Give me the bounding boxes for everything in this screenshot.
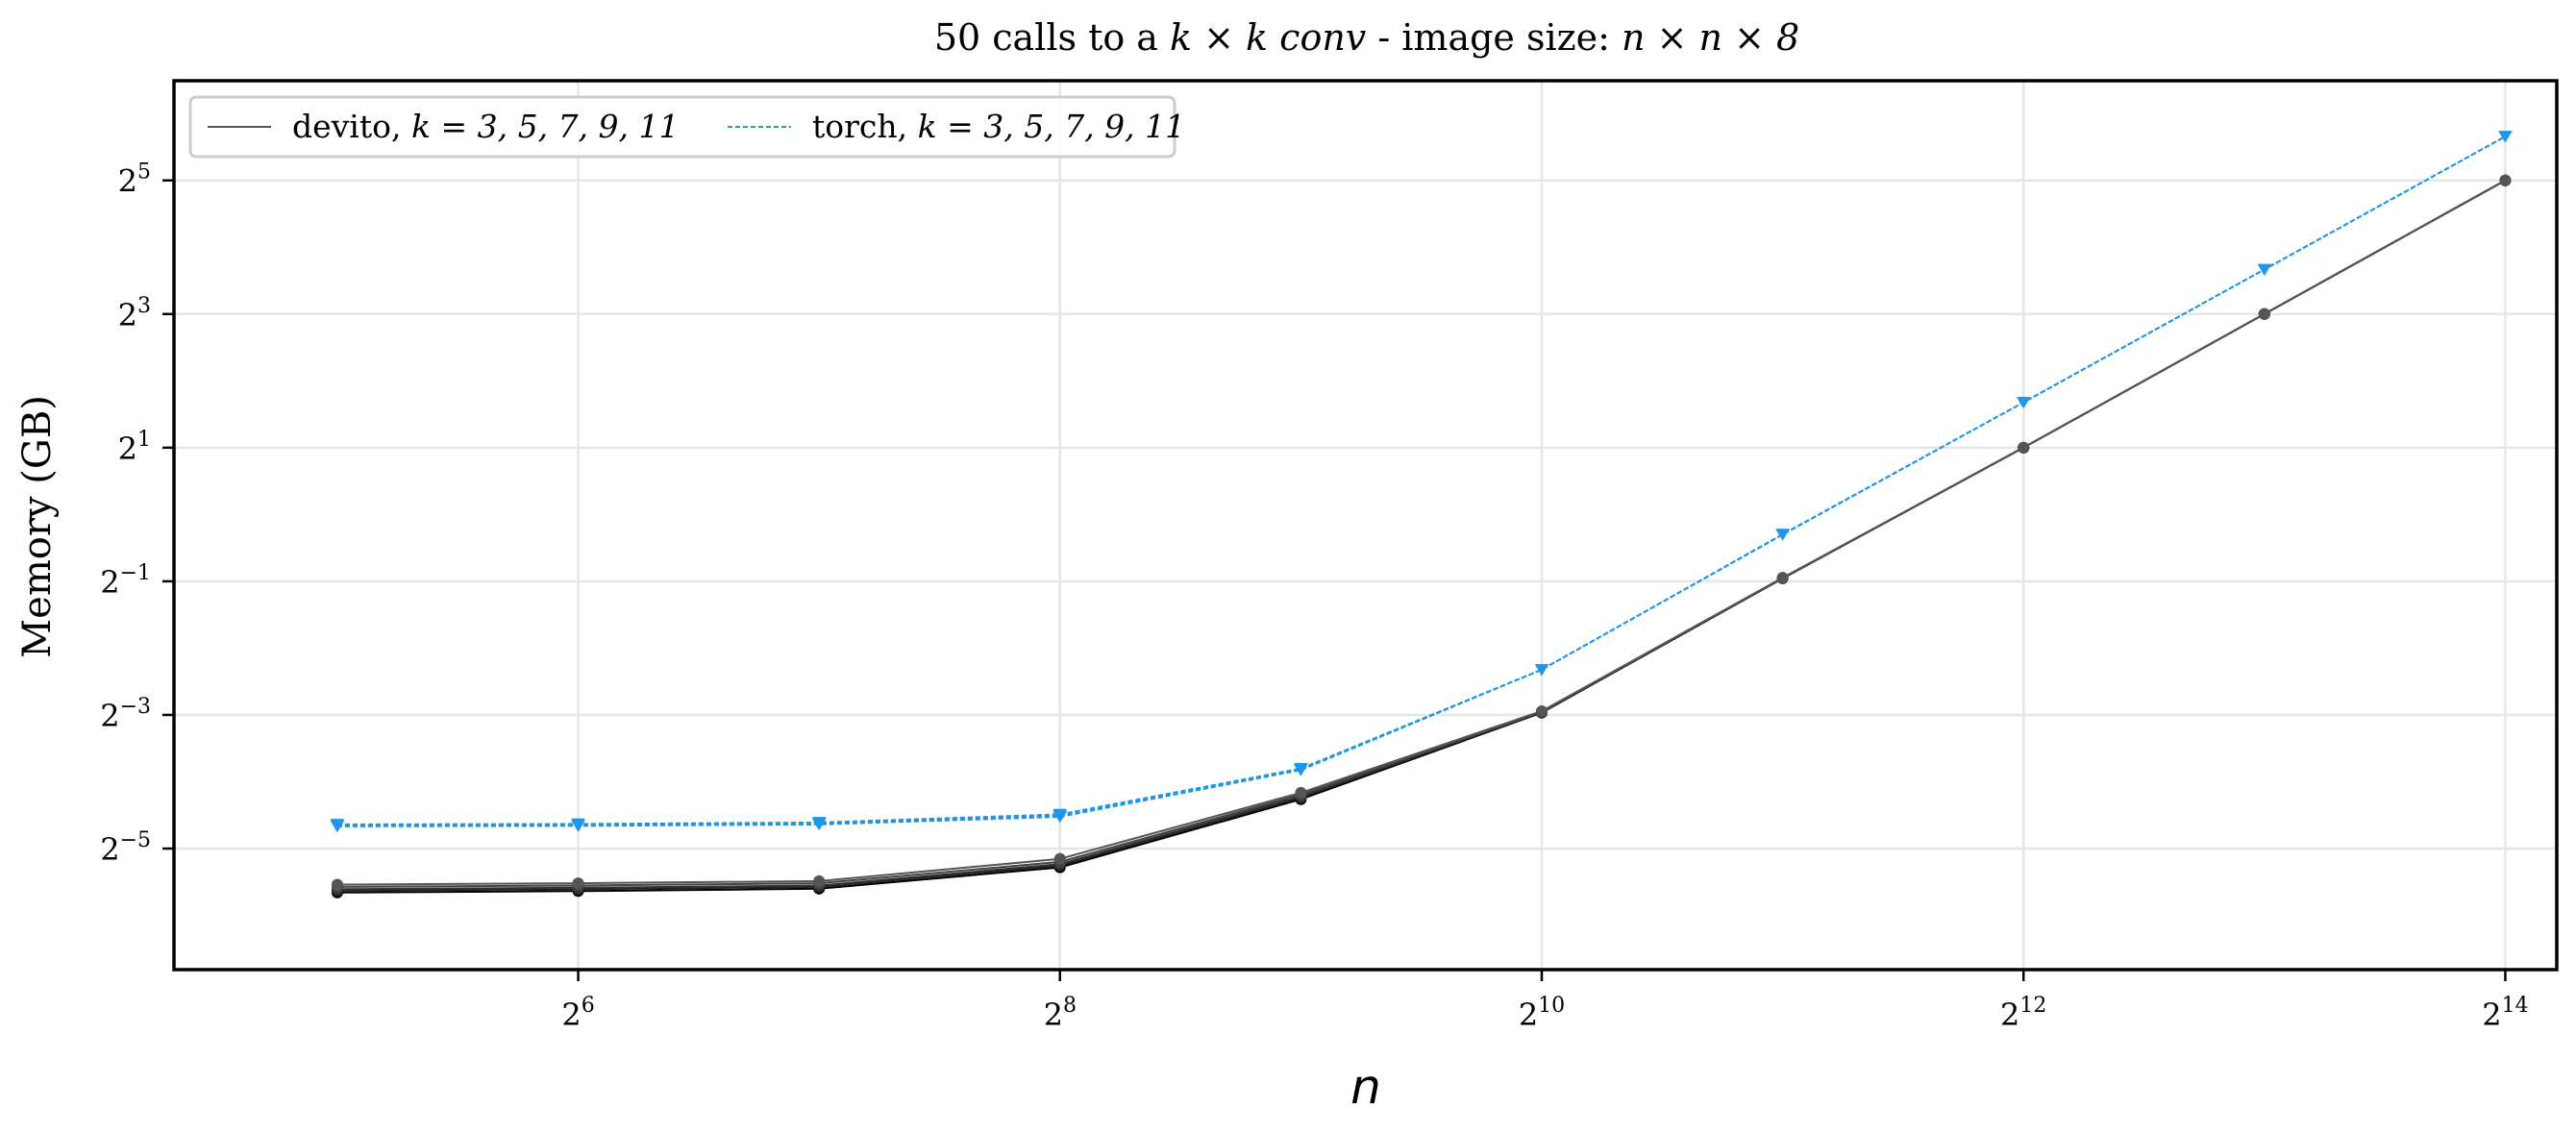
y-tick-label: 2−3 [100, 695, 151, 734]
data-point-devito [1295, 786, 1307, 799]
data-point-torch [330, 819, 344, 831]
plot-frame [172, 79, 2559, 972]
y-axis-label: Memory (GB) [15, 395, 60, 658]
data-point-devito [572, 877, 584, 890]
series-devito-k11 [331, 174, 2512, 891]
legend-box [188, 95, 1177, 159]
data-point-devito [2258, 308, 2270, 320]
legend: devito, k = 3, 5, 7, 9, 11 torch, k = 3,… [188, 95, 1185, 159]
data-point-torch [571, 818, 585, 830]
legend-torch-label: torch, k = 3, 5, 7, 9, 11 [812, 108, 1185, 145]
y-tick-label: 2−5 [100, 828, 151, 868]
data-point-torch [2017, 397, 2031, 408]
data-point-devito [1053, 852, 1066, 865]
y-tick-label: 21 [118, 428, 151, 467]
x-axis-ticks: 26 28 210 212 214 [561, 970, 2529, 1033]
data-point-torch [2257, 263, 2271, 276]
x-tick-label: 212 [2000, 994, 2046, 1033]
y-tick-label: 2−1 [100, 561, 151, 601]
data-point-torch [1294, 762, 1308, 775]
data-point-devito [813, 874, 826, 887]
y-axis-ticks: 2−5 2−3 2−1 21 23 25 [100, 160, 174, 868]
x-axis-label: n [1350, 1059, 1381, 1115]
series-group [330, 131, 2513, 899]
series-line-devito-k11 [336, 179, 2506, 886]
data-point-devito [2499, 174, 2512, 186]
data-point-torch [1534, 664, 1548, 677]
y-tick-label: 25 [118, 160, 151, 200]
legend-devito-label: devito, k = 3, 5, 7, 9, 11 [292, 108, 680, 145]
chart-title: 50 calls to a k × k conv - image size: n… [934, 16, 1799, 59]
data-point-torch [2498, 131, 2513, 143]
y-tick-label: 23 [118, 294, 151, 333]
data-point-torch [1053, 808, 1067, 821]
data-point-devito [1535, 705, 1548, 718]
data-point-devito [1776, 572, 1789, 584]
series-line-torch-k11 [336, 135, 2506, 825]
x-tick-label: 214 [2482, 994, 2528, 1033]
series-torch-k11 [330, 131, 2513, 831]
x-tick-label: 210 [1519, 994, 1565, 1033]
x-tick-label: 26 [561, 994, 594, 1033]
grid [174, 81, 2557, 970]
data-point-devito [2018, 441, 2030, 454]
data-point-devito [331, 878, 343, 891]
data-point-torch [812, 817, 827, 829]
data-point-torch [1775, 529, 1790, 541]
x-tick-label: 28 [1044, 994, 1077, 1033]
